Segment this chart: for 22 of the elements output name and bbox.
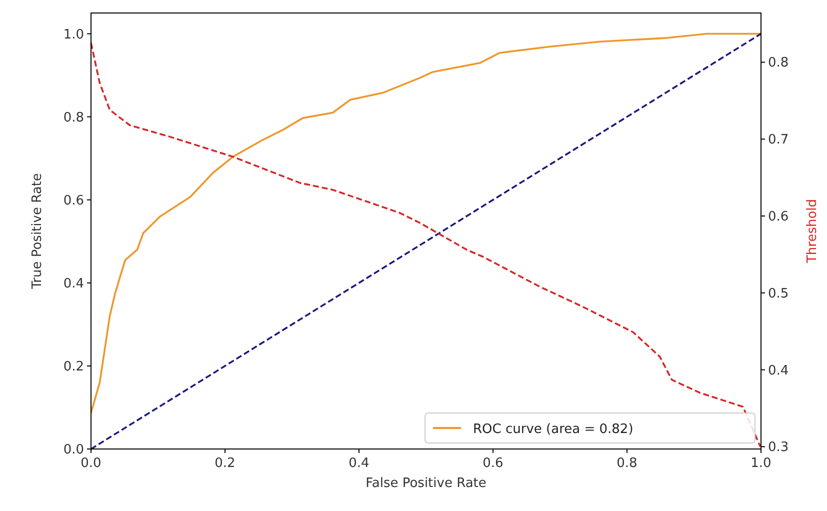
y-tick-label: 1.0 <box>63 27 84 42</box>
y-tick-label: 0.8 <box>63 110 84 126</box>
y2-axis-title: Threshold <box>805 198 820 264</box>
y2-tick-label: 0.4 <box>768 363 789 378</box>
y2-tick-label: 0.3 <box>768 440 789 456</box>
x-tick-label: 0.6 <box>482 456 504 471</box>
y2-tick-label: 0.7 <box>768 132 789 148</box>
y-axis-title: True Positive Rate <box>30 173 45 290</box>
x-tick-label: 0.4 <box>348 456 370 471</box>
y2-tick-label: 0.5 <box>768 286 789 302</box>
y-tick-label: 0.0 <box>63 442 84 458</box>
legend-label: ROC curve (area = 0.82) <box>473 422 634 437</box>
y2-tick-label: 0.6 <box>768 210 789 225</box>
x-axis-title: False Positive Rate <box>366 476 486 491</box>
x-tick-label: 0.2 <box>214 456 236 471</box>
x-tick-label: 0.8 <box>616 456 638 471</box>
y-tick-label: 0.2 <box>63 359 84 374</box>
x-tick-label: 1.0 <box>750 456 772 471</box>
y-tick-label: 0.4 <box>63 276 84 292</box>
y2-tick-label: 0.8 <box>768 56 789 71</box>
x-tick-label: 0.0 <box>80 456 102 471</box>
y-tick-label: 0.6 <box>63 193 84 208</box>
